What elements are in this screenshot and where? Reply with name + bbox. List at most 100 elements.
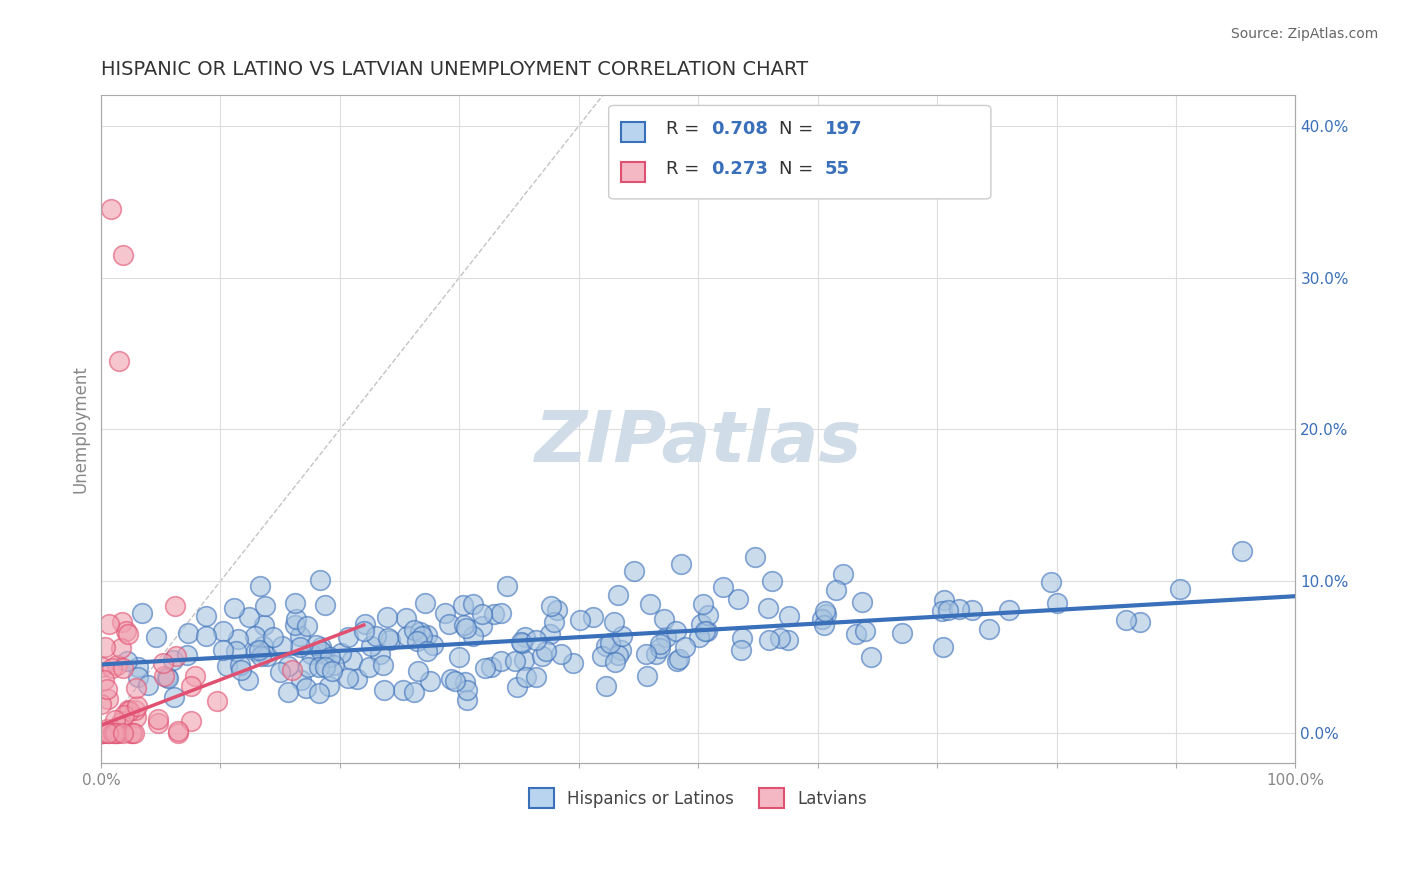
Point (891, 626, 914, 640)
Point (634, 648, 657, 662)
Point (696, 607, 718, 622)
Point (96, 682, 118, 697)
Point (90, 726, 112, 740)
Point (824, 582, 846, 597)
FancyBboxPatch shape (620, 162, 644, 182)
Point (515, 630, 537, 644)
Point (98, 617, 121, 632)
Point (288, 629, 311, 643)
Point (256, 648, 278, 663)
Point (1232, 544, 1254, 558)
Point (638, 597, 661, 611)
Point (90, 697, 112, 711)
Point (513, 652, 536, 666)
Point (121, 726, 143, 740)
Point (1168, 582, 1191, 597)
Text: ZIPatlas: ZIPatlas (534, 409, 862, 477)
Point (165, 649, 187, 664)
Point (461, 597, 484, 611)
Point (538, 626, 561, 640)
Point (439, 617, 461, 632)
Point (623, 564, 645, 578)
Point (212, 642, 235, 657)
Legend: Hispanics or Latinos, Latvians: Hispanics or Latinos, Latvians (516, 774, 880, 822)
Point (591, 649, 613, 664)
Point (290, 673, 312, 687)
Point (107, 726, 129, 740)
Point (105, 658, 128, 673)
Point (319, 650, 342, 665)
Point (342, 653, 364, 667)
Point (778, 609, 800, 624)
Point (461, 629, 484, 643)
Point (127, 670, 149, 684)
Point (482, 607, 505, 622)
Point (308, 685, 330, 699)
Point (550, 647, 572, 661)
Y-axis label: Unemployment: Unemployment (72, 366, 89, 493)
Point (645, 647, 668, 661)
Point (756, 601, 779, 615)
Point (378, 632, 401, 647)
Point (336, 671, 359, 685)
Point (249, 579, 271, 593)
Point (101, 724, 124, 739)
Point (229, 658, 252, 673)
Point (288, 640, 311, 654)
Point (491, 606, 513, 620)
Point (479, 660, 502, 674)
Point (607, 648, 630, 662)
Point (648, 637, 671, 651)
Point (609, 642, 631, 657)
Point (844, 627, 866, 641)
Point (595, 639, 617, 653)
Point (688, 630, 710, 644)
Point (665, 624, 688, 638)
Point (166, 726, 188, 740)
Point (696, 624, 718, 638)
Point (236, 673, 259, 687)
Point (406, 634, 429, 648)
Point (832, 567, 855, 582)
Point (503, 654, 526, 668)
Point (392, 683, 415, 698)
Point (148, 712, 170, 726)
Point (960, 603, 983, 617)
Point (1129, 615, 1152, 629)
Point (474, 660, 496, 674)
Point (814, 604, 837, 618)
Point (671, 558, 693, 572)
Point (152, 656, 174, 670)
Point (262, 631, 284, 645)
Point (125, 681, 148, 695)
Text: R =: R = (666, 120, 704, 138)
Point (814, 607, 837, 621)
Point (531, 649, 554, 664)
Point (371, 658, 394, 673)
Point (510, 636, 533, 650)
Point (308, 659, 330, 673)
Point (454, 675, 477, 690)
Point (402, 623, 425, 637)
Point (136, 677, 159, 691)
Point (184, 669, 207, 683)
Point (859, 650, 882, 665)
Point (375, 609, 398, 624)
Point (422, 638, 444, 652)
Point (250, 649, 273, 664)
Point (156, 671, 179, 685)
Point (176, 648, 198, 662)
Point (997, 603, 1019, 617)
Point (100, 202, 122, 217)
Point (145, 630, 167, 644)
Point (314, 648, 336, 662)
Point (1039, 574, 1062, 589)
Point (360, 639, 382, 653)
Point (936, 603, 959, 617)
Point (96, 722, 118, 736)
Point (648, 641, 671, 656)
Point (162, 652, 184, 666)
Point (440, 673, 463, 687)
Point (271, 639, 294, 653)
Point (243, 629, 266, 643)
